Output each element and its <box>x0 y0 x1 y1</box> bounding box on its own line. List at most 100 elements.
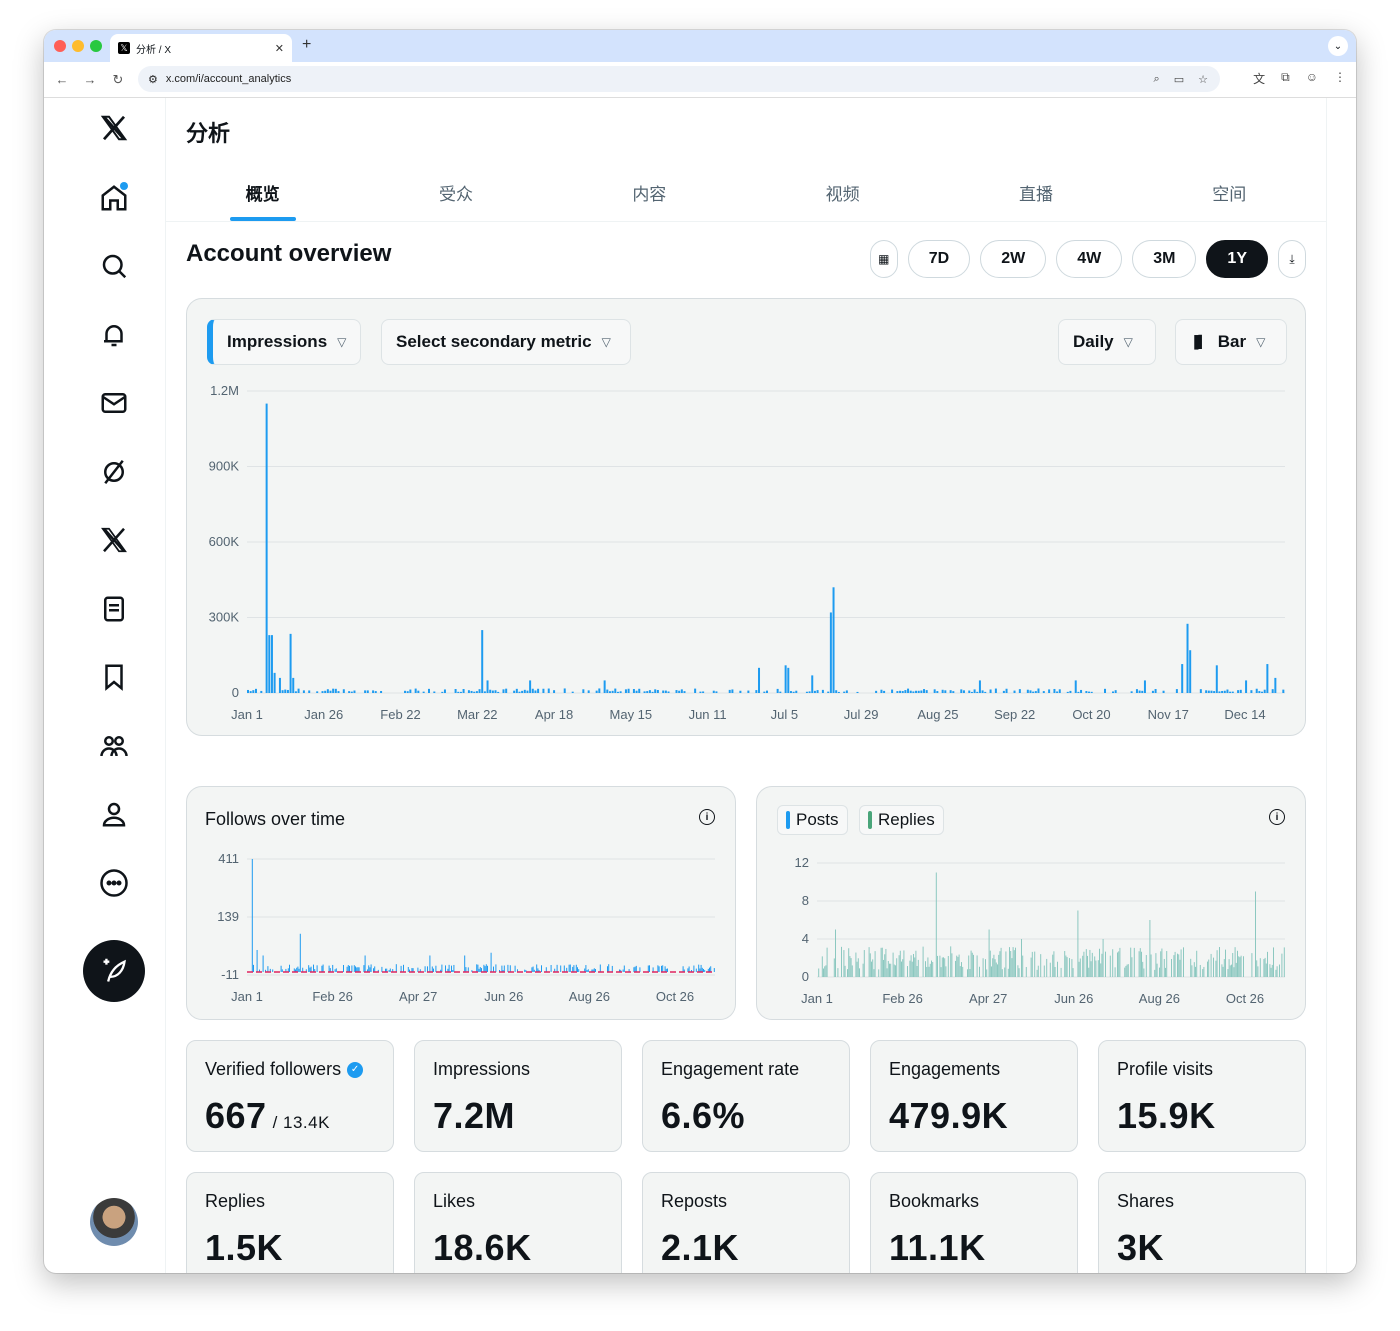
bar <box>911 961 913 977</box>
stat-card-shares[interactable]: Shares 3K <box>1098 1172 1306 1273</box>
legend-posts-label: Posts <box>796 810 839 829</box>
maximize-window-button[interactable] <box>90 40 102 52</box>
x-tick-label: Aug 25 <box>917 707 958 722</box>
bar <box>505 688 508 693</box>
download-icon[interactable]: ⤓ <box>1278 240 1306 278</box>
tab-spaces[interactable]: 空间 <box>1212 185 1247 204</box>
stat-card-replies[interactable]: Replies 1.5K <box>186 1172 394 1273</box>
notifications-bell-icon[interactable] <box>94 315 134 355</box>
bar <box>837 691 840 693</box>
chart-type-dropdown[interactable]: ▐▍ Bar ▽ <box>1175 319 1287 365</box>
tab-video[interactable]: 视频 <box>825 185 860 204</box>
bar <box>499 969 500 972</box>
new-tab-button[interactable]: + <box>302 36 312 53</box>
browser-tab-bar: 𝕏 分析 / X ✕ + ⌄ <box>44 30 1356 62</box>
bar <box>688 966 690 972</box>
bar <box>487 965 488 972</box>
tab-content[interactable]: 内容 <box>632 185 667 204</box>
search-icon[interactable] <box>94 246 134 286</box>
stat-card-profile-visits[interactable]: Profile visits 15.9K <box>1098 1040 1306 1152</box>
legend-replies[interactable]: Replies <box>859 805 944 835</box>
account-avatar[interactable] <box>90 1198 138 1246</box>
stat-card-bookmarks[interactable]: Bookmarks 11.1K <box>870 1172 1078 1273</box>
bar <box>313 964 314 972</box>
secondary-metric-dropdown[interactable]: Select secondary metric ▽ <box>381 319 631 365</box>
info-icon[interactable]: i <box>699 809 715 825</box>
bookmarks-icon[interactable] <box>94 657 134 697</box>
stat-card-impressions[interactable]: Impressions 7.2M <box>414 1040 622 1152</box>
translate-icon[interactable]: 文 <box>1253 72 1266 86</box>
messages-mail-icon[interactable] <box>94 383 134 423</box>
bar <box>976 955 978 977</box>
bar <box>712 690 715 693</box>
close-window-button[interactable] <box>54 40 66 52</box>
tab-search-button[interactable]: ⌄ <box>1328 36 1348 56</box>
communities-icon[interactable] <box>94 726 134 766</box>
bar <box>1229 691 1232 693</box>
back-icon[interactable]: ← <box>55 72 69 87</box>
stat-card-reposts[interactable]: Reposts 2.1K <box>642 1172 850 1273</box>
x-tick-label: Aug 26 <box>569 989 610 1004</box>
bar <box>1221 964 1223 977</box>
lists-icon[interactable] <box>94 589 134 629</box>
address-bar[interactable]: ⚙ x.com/i/account_analytics ⌕ ▭ ☆ <box>138 66 1220 92</box>
page-scrollbar[interactable] <box>1326 98 1356 1273</box>
profile-person-icon[interactable] <box>94 794 134 834</box>
posts-bar-chart: 0 4 8 12 Jan 1 Feb 26 Apr 27 Jun 26 Aug 26 Oct 26 <box>795 855 1285 1006</box>
tab-live[interactable]: 直播 <box>1018 185 1053 204</box>
install-icon[interactable]: ▭ <box>1173 73 1185 86</box>
stat-value: 3K <box>1117 1227 1165 1268</box>
bar <box>1149 920 1151 977</box>
reload-icon[interactable]: ↻ <box>112 71 124 87</box>
bar <box>1065 955 1067 977</box>
zoom-icon[interactable]: ⌕ <box>1153 72 1160 85</box>
granularity-dropdown[interactable]: Daily ▽ <box>1058 319 1156 365</box>
bar <box>1229 965 1231 977</box>
stat-card-engagement-rate[interactable]: Engagement rate 6.6% <box>642 1040 850 1152</box>
profile-icon[interactable]: ☺ <box>1305 70 1318 84</box>
bar <box>532 966 534 972</box>
calendar-icon[interactable]: ▦ <box>869 240 898 278</box>
range-4w-button[interactable]: 4W <box>1056 240 1123 278</box>
minimize-window-button[interactable] <box>72 40 84 52</box>
stat-card-verified-followers[interactable]: Verified followers ✓ 667/ 13.4K <box>186 1040 394 1152</box>
close-tab-icon[interactable]: ✕ <box>274 42 284 55</box>
range-2w-button[interactable]: 2W <box>980 240 1047 278</box>
bar <box>855 952 857 977</box>
range-3m-button[interactable]: 3M <box>1132 240 1197 278</box>
bar <box>973 689 976 693</box>
bar <box>940 967 942 977</box>
bar <box>1177 953 1178 977</box>
primary-metric-dropdown[interactable]: Impressions ▽ <box>207 319 361 365</box>
bar <box>385 968 386 972</box>
bar <box>388 970 390 972</box>
premium-x-icon[interactable] <box>94 520 134 560</box>
bar <box>584 968 586 972</box>
bar <box>431 966 433 972</box>
bar <box>903 950 905 977</box>
grok-icon[interactable] <box>94 452 134 492</box>
bar <box>1191 965 1193 977</box>
bar <box>433 968 434 972</box>
info-icon[interactable]: i <box>1269 809 1285 825</box>
browser-tab[interactable]: 𝕏 分析 / X ✕ <box>110 34 292 62</box>
tab-audience[interactable]: 受众 <box>438 185 473 204</box>
legend-posts[interactable]: Posts <box>777 805 848 835</box>
bar <box>1048 689 1051 693</box>
compose-post-button[interactable] <box>83 940 145 1002</box>
stat-card-likes[interactable]: Likes 18.6K <box>414 1172 622 1273</box>
range-1y-button[interactable]: 1Y <box>1206 240 1268 278</box>
menu-icon[interactable]: ⋮ <box>1334 70 1346 84</box>
home-icon[interactable] <box>94 178 134 218</box>
site-info-icon[interactable]: ⚙ <box>148 73 158 86</box>
bookmark-star-icon[interactable]: ☆ <box>1198 73 1208 86</box>
extensions-icon[interactable]: ⧉ <box>1281 70 1290 84</box>
more-options-icon[interactable] <box>94 863 134 903</box>
range-7d-button[interactable]: 7D <box>907 240 971 278</box>
forward-icon[interactable]: → <box>83 72 97 87</box>
x-logo-icon[interactable] <box>94 108 134 148</box>
stat-card-engagements[interactable]: Engagements 479.9K <box>870 1040 1078 1152</box>
bar <box>1001 969 1003 977</box>
tab-overview[interactable]: 概览 <box>166 162 359 221</box>
bar <box>821 689 824 693</box>
